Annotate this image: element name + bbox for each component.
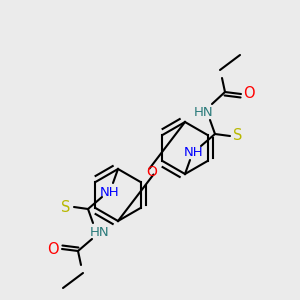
Text: S: S [61, 200, 71, 214]
Text: O: O [47, 242, 59, 256]
Text: HN: HN [194, 106, 214, 118]
Text: NH: NH [184, 146, 204, 158]
Text: HN: HN [90, 226, 110, 239]
Text: O: O [243, 86, 255, 101]
Text: O: O [146, 164, 157, 178]
Text: S: S [233, 128, 243, 143]
Text: NH: NH [100, 187, 120, 200]
